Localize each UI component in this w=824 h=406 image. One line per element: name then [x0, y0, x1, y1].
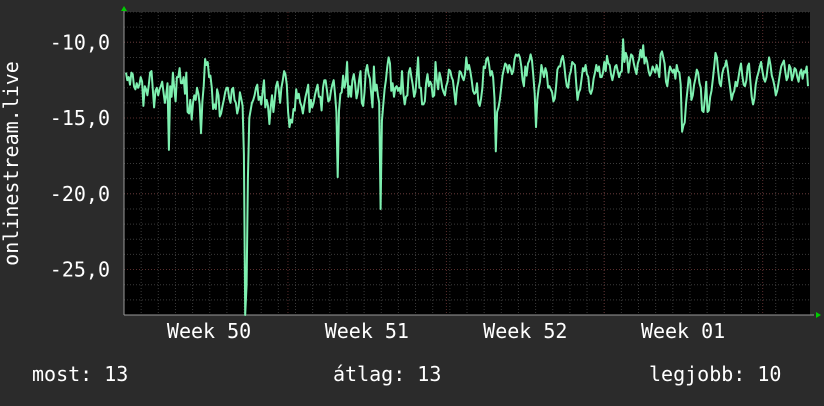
x-tick-label: Week 50 [167, 319, 251, 343]
stat-current: most: 13 [32, 362, 129, 386]
y-axis-arrow-icon [121, 6, 127, 11]
labels: -10,0 -15,0 -20,0 -25,0 Week 50 Week 51 Week 5… [0, 30, 725, 343]
y-tick-label: -15,0 [50, 106, 110, 130]
x-tick-label: Week 01 [641, 319, 725, 343]
x-axis-arrow-icon [816, 312, 821, 318]
y-tick-label: -10,0 [50, 30, 110, 54]
y-tick-label: -25,0 [50, 258, 110, 282]
y-axis-title: onlinestream.live [0, 61, 23, 266]
series-line [125, 38, 809, 316]
axes [121, 6, 821, 318]
series-layer [125, 38, 809, 316]
x-tick-label: Week 52 [483, 319, 567, 343]
stat-average: átlag: 13 [333, 362, 442, 386]
stat-best: legjobb: 10 [649, 362, 782, 386]
y-tick-label: -20,0 [50, 182, 110, 206]
x-tick-label: Week 51 [325, 319, 409, 343]
